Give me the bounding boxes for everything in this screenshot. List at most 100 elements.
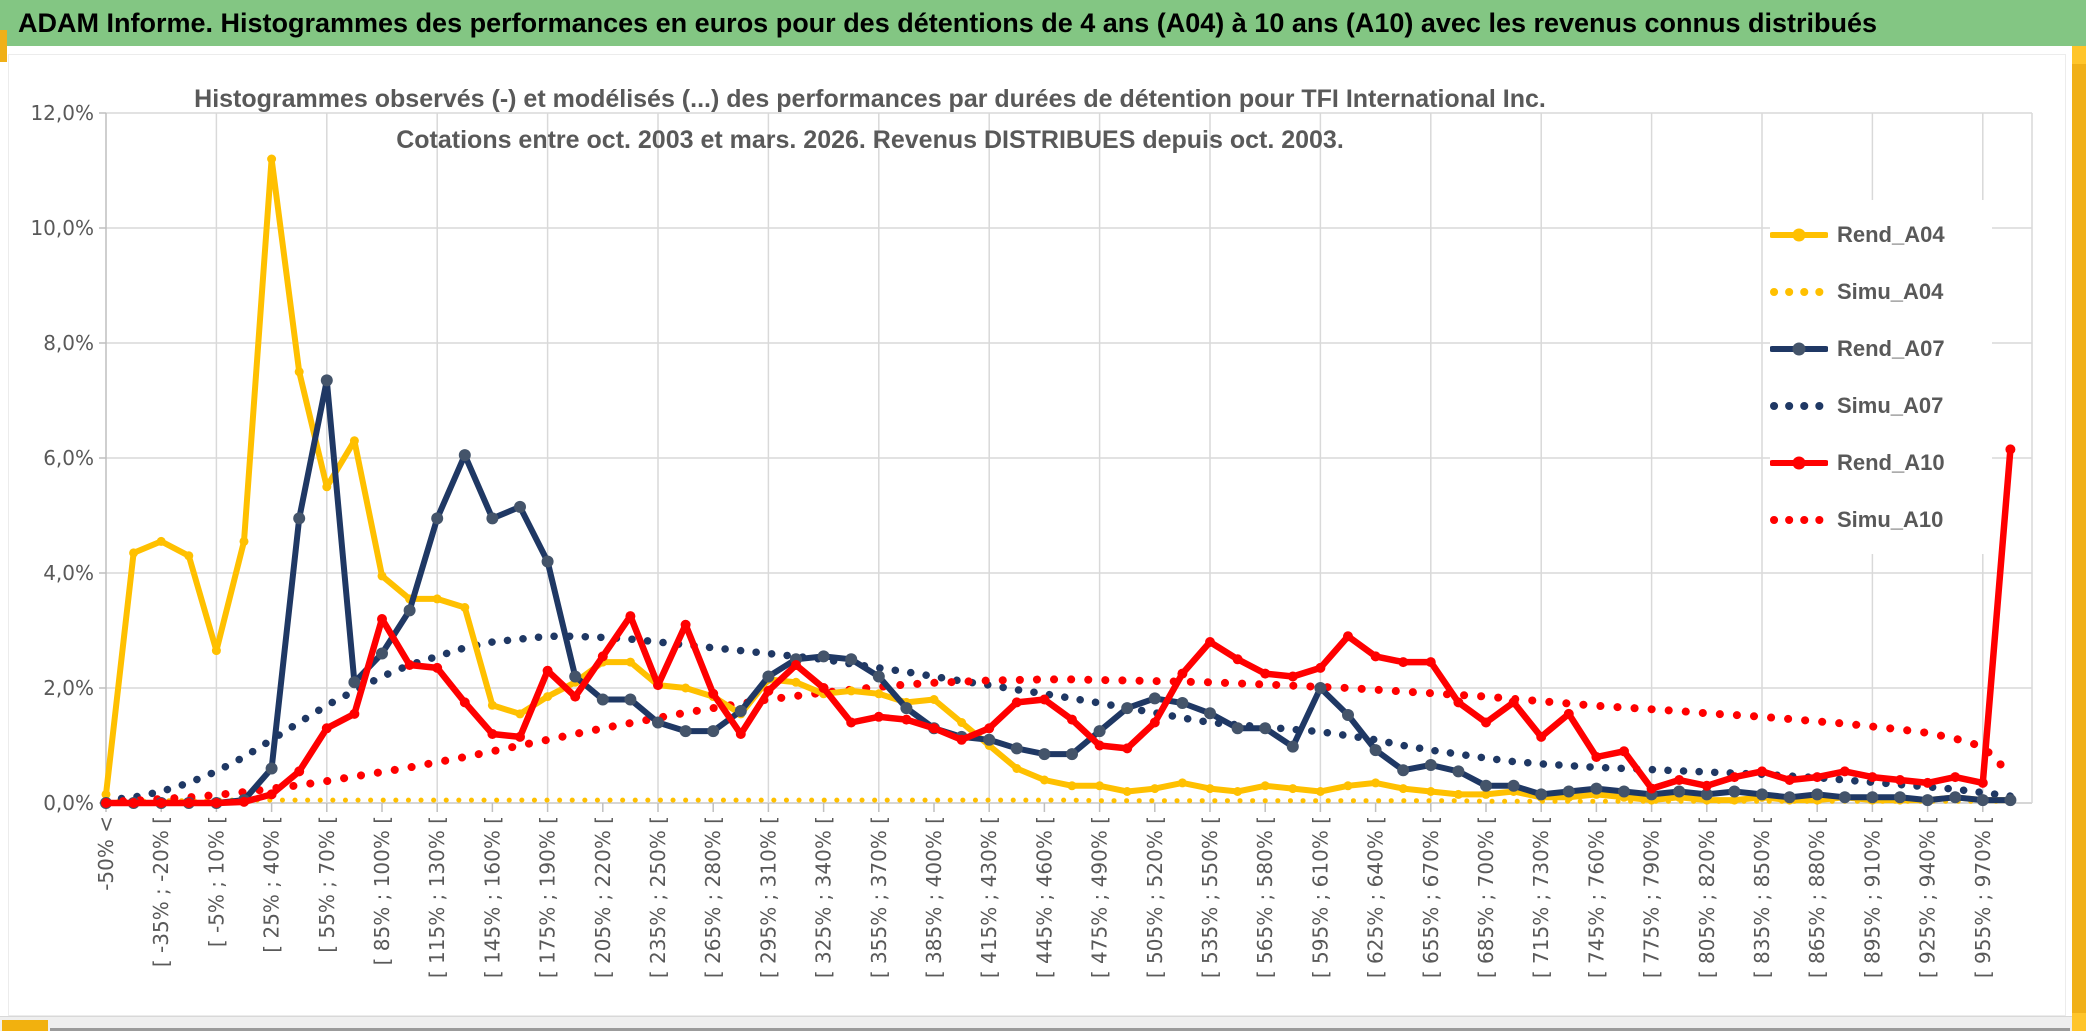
series-marker	[211, 798, 222, 808]
series-marker	[1012, 764, 1022, 773]
series-marker	[845, 653, 858, 666]
x-tick-label: [ -35% ; -20% [	[149, 816, 173, 967]
series-marker	[707, 725, 720, 738]
legend-marker	[1792, 456, 1806, 469]
series-marker	[1839, 766, 1850, 777]
x-tick-label: -50% <	[94, 816, 118, 891]
series-marker	[1315, 787, 1325, 796]
legend-item-Simu_A04[interactable]: Simu_A04	[1770, 263, 1992, 320]
series-marker	[1922, 777, 1933, 788]
series-marker	[652, 716, 664, 729]
scrollbar-grip[interactable]	[2, 1020, 48, 1031]
series-marker	[1177, 778, 1187, 788]
series-marker	[763, 685, 774, 696]
x-tick-label: [ -5% ; 10% [	[204, 816, 228, 947]
chart-title-line2: Cotations entre oct. 2003 et mars. 2026.…	[396, 126, 1344, 154]
series-marker	[1094, 740, 1105, 751]
series-marker	[929, 723, 939, 734]
series-marker	[1976, 794, 1989, 807]
series-marker	[294, 766, 305, 777]
series-marker	[458, 449, 471, 462]
series-marker	[817, 650, 830, 663]
series-marker	[1562, 785, 1575, 798]
legend-label: Rend_A04	[1837, 221, 1945, 247]
bottom-scroll-strip[interactable]	[0, 1016, 2086, 1031]
series-marker	[1977, 777, 1988, 788]
legend-item-Simu_A07[interactable]: Simu_A07	[1770, 377, 1992, 434]
series-Rend_A10[interactable]	[101, 444, 2016, 808]
series-marker	[129, 548, 139, 558]
legend-item-Rend_A10[interactable]: Rend_A10	[1770, 434, 1992, 491]
series-Simu_A07[interactable]	[102, 632, 2015, 804]
series-marker	[1148, 692, 1161, 705]
series-marker	[1481, 717, 1491, 728]
series-marker	[1121, 702, 1134, 715]
legend-item-Simu_A10[interactable]: Simu_A10	[1770, 491, 1992, 548]
series-marker	[1343, 631, 1353, 642]
x-tick-label: [ 535% ; 550% [	[1198, 816, 1222, 978]
legend-line-swatch	[1770, 342, 1828, 355]
series-marker	[2005, 444, 2016, 455]
series-marker	[1259, 722, 1272, 735]
series-marker	[294, 367, 304, 377]
x-tick-label: [ 325% ; 340% [	[812, 816, 836, 978]
series-marker	[542, 665, 553, 676]
series-marker	[1508, 697, 1519, 708]
series-marker	[128, 798, 139, 808]
x-tick-label: [ 295% ; 310% [	[756, 816, 780, 978]
x-tick-label: [ 25% ; 40% [	[260, 816, 284, 953]
series-marker	[1481, 789, 1491, 799]
legend-label: Simu_A07	[1837, 392, 1944, 418]
series-marker	[734, 705, 747, 717]
series-Rend_A04[interactable]	[101, 154, 2015, 805]
series-marker	[1619, 746, 1629, 757]
series-marker	[1646, 783, 1657, 794]
series-marker	[1342, 709, 1354, 721]
series-marker	[1371, 778, 1381, 788]
series-marker	[570, 691, 581, 702]
series-line	[103, 156, 2014, 804]
series-marker	[1398, 657, 1409, 668]
series-marker	[432, 594, 442, 604]
series-marker	[376, 647, 388, 660]
x-tick-label: [ 235% ; 250% [	[646, 816, 670, 978]
series-marker	[1507, 779, 1520, 792]
series-marker	[1066, 748, 1078, 761]
series-marker	[101, 789, 111, 799]
series-marker	[1480, 779, 1492, 792]
chart-title-line1: Histogrammes observés (-) et modélisés (…	[194, 85, 1546, 113]
series-marker	[1535, 788, 1548, 801]
series-marker	[818, 683, 829, 693]
series-Rend_A07[interactable]	[100, 374, 2017, 809]
series-marker	[348, 676, 361, 689]
x-tick-label: [ 775% ; 790% [	[1640, 816, 1664, 978]
series-marker	[431, 512, 444, 525]
series-marker	[1122, 787, 1132, 796]
series-marker	[1122, 743, 1133, 754]
legend-item-Rend_A07[interactable]: Rend_A07	[1770, 320, 1992, 377]
series-marker	[1701, 780, 1712, 791]
series-marker	[1729, 795, 1739, 805]
series-marker	[1038, 748, 1051, 761]
series-marker	[983, 733, 996, 746]
chart-legend: Rend_A04 Simu_A04 Rend_A07 Simu_A07 Rend_A10…	[1770, 200, 1992, 554]
series-marker	[515, 709, 525, 719]
series-marker	[1010, 742, 1023, 755]
series-marker	[1591, 752, 1602, 762]
legend-item-Rend_A04[interactable]: Rend_A04	[1770, 206, 1992, 263]
series-marker	[1314, 682, 1327, 694]
series-line-dotted	[102, 632, 2015, 804]
x-tick-label: [ 895% ; 910% [	[1860, 816, 1884, 978]
series-marker	[1067, 714, 1077, 725]
series-marker	[1536, 731, 1547, 742]
series-marker	[1452, 765, 1465, 778]
series-marker	[1895, 775, 1905, 785]
series-marker	[1756, 788, 1768, 801]
chart-title: Histogrammes observés (-) et modélisés (…	[120, 79, 1620, 161]
legend-marker	[1792, 342, 1806, 355]
x-tick-label: [ 445% ; 460% [	[1032, 816, 1056, 978]
series-marker	[156, 536, 166, 546]
series-marker	[101, 798, 111, 808]
series-marker	[1205, 784, 1215, 794]
series-marker	[487, 700, 497, 710]
